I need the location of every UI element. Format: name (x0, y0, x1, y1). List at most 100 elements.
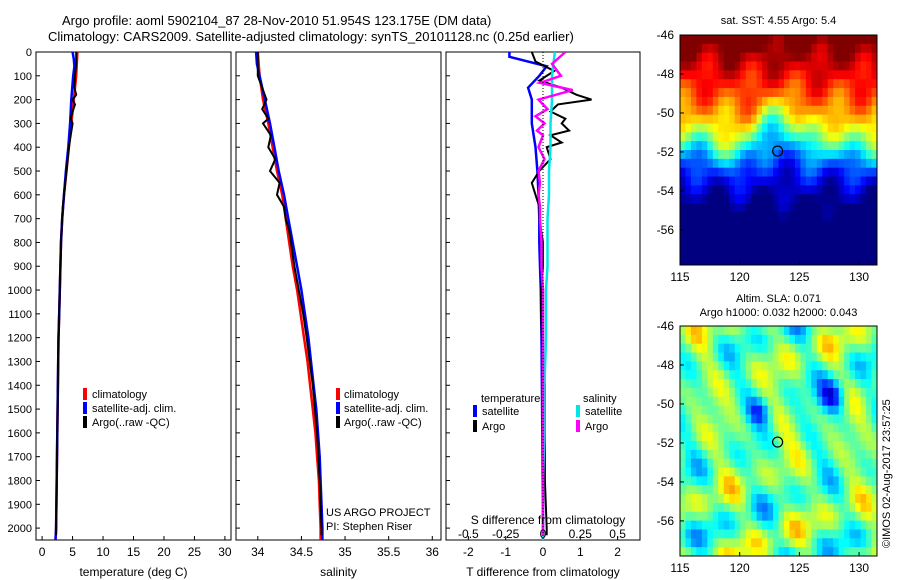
map-cell (789, 502, 796, 513)
legend-swatch (83, 388, 87, 400)
map-cell (805, 158, 812, 169)
map-cell (844, 379, 851, 389)
map-cell (816, 176, 823, 186)
map-cell (794, 502, 801, 513)
map-cell (773, 194, 779, 204)
map-cell (740, 150, 747, 160)
map-cell (680, 238, 686, 248)
map-cell (860, 361, 867, 371)
map-cell (773, 256, 779, 266)
y-tick-label: 1700 (8, 452, 32, 464)
map-y-tick-label: -52 (657, 436, 675, 450)
map-cell (833, 185, 840, 195)
y-tick-label: 1300 (8, 356, 32, 368)
y-tick-label: 1500 (8, 404, 32, 416)
map-cell (718, 61, 725, 71)
map-cell (680, 547, 686, 557)
map-cell (690, 502, 697, 513)
map-cell (701, 203, 708, 213)
map-cell (794, 387, 801, 398)
map-cell (756, 256, 763, 266)
map-cell (723, 467, 730, 477)
map-cell (712, 203, 719, 213)
map-cell (767, 114, 774, 124)
map-cell (707, 343, 714, 354)
map-cell (811, 167, 818, 178)
map-cell (800, 150, 807, 160)
map-cell (838, 458, 845, 469)
map-cell (789, 35, 796, 45)
map-cell (756, 370, 763, 380)
map-cell (718, 35, 725, 45)
map-cell (871, 502, 878, 513)
map-cell (740, 247, 747, 257)
map-cell (860, 88, 867, 98)
map-cell (855, 538, 862, 548)
x-tick-label: -2 (463, 545, 474, 559)
map-cell (822, 476, 829, 486)
map-cell (838, 476, 845, 486)
map-cell (718, 511, 725, 522)
map-cell (800, 511, 807, 522)
map-cell (778, 511, 785, 522)
map-cell (729, 352, 736, 362)
map-cell (740, 458, 747, 469)
map-cell (833, 520, 840, 530)
map-cell (701, 114, 708, 124)
map-cell (707, 185, 714, 195)
map-cell (833, 194, 840, 204)
map-cell (696, 114, 703, 124)
map-cell (794, 467, 801, 477)
map-cell (822, 370, 829, 380)
map-cell (740, 203, 747, 213)
map-cell (827, 485, 834, 495)
map-cell (789, 396, 796, 407)
map-cell (701, 132, 708, 142)
map-cell (718, 238, 725, 248)
map-cell (685, 211, 692, 222)
map-cell (718, 70, 725, 80)
map-cell (701, 70, 708, 80)
map-cell (860, 123, 867, 133)
map-cell (778, 476, 785, 486)
map-cell (844, 352, 851, 362)
map-cell (762, 229, 769, 239)
map-cell (680, 529, 686, 539)
map-cell (800, 167, 807, 178)
map-cell (718, 405, 725, 415)
map-cell (773, 343, 779, 354)
map-cell (866, 114, 873, 124)
legend-swatch (576, 405, 580, 417)
map-cell (838, 379, 845, 389)
map-x-tick-label: 125 (789, 270, 809, 284)
map-cell (794, 396, 801, 407)
map-cell (849, 476, 856, 486)
map-cell (794, 70, 801, 80)
header-line-2: Climatology: CARS2009. Satellite-adjuste… (48, 29, 574, 44)
map-cell (855, 361, 862, 371)
map-cell (734, 132, 741, 142)
map-cell (729, 96, 736, 107)
map-cell (723, 96, 730, 107)
map-cell (805, 185, 812, 195)
map-cell (740, 132, 747, 142)
map-cell (789, 370, 796, 380)
map-cell (751, 441, 758, 451)
map-cell (712, 520, 719, 530)
map-cell (866, 52, 873, 63)
map-cell (745, 511, 752, 522)
map-cell (745, 441, 752, 451)
map-cell (729, 141, 736, 151)
map-cell (871, 467, 878, 477)
map-cell (729, 229, 736, 239)
map-cell (756, 220, 763, 231)
map-cell (860, 423, 867, 433)
map-cell (778, 52, 785, 63)
map-cell (811, 79, 818, 89)
map-cell (712, 458, 719, 469)
map-cell (729, 334, 736, 345)
map-cell (860, 326, 867, 336)
map-cell (718, 194, 725, 204)
map-cell (805, 361, 812, 371)
map-cell (822, 105, 829, 116)
